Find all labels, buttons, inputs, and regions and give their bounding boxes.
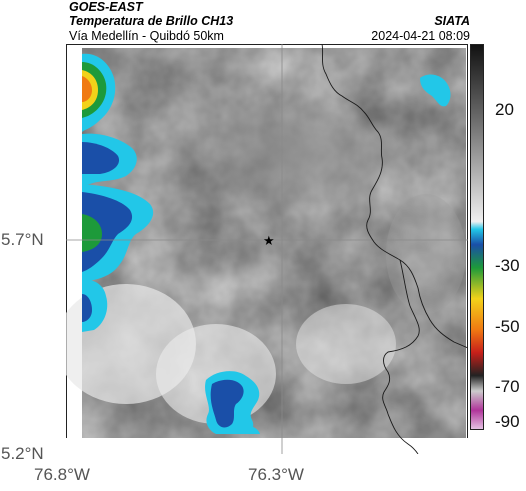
lon-label-76-3: 76.3°W — [248, 465, 304, 484]
convective-cells — [82, 53, 451, 434]
lat-label-5-7: 5.7°N — [1, 230, 44, 249]
department-borders — [321, 44, 468, 454]
colorbar — [470, 44, 484, 430]
product-title: Temperatura de Brillo CH13 — [69, 14, 234, 28]
gridlines — [66, 44, 468, 454]
lat-label-5-2: 5.2°N — [1, 444, 44, 463]
cb-tick-minus70: -70 — [495, 377, 520, 396]
cb-tick-minus30: -30 — [495, 256, 520, 275]
cb-tick-20: 20 — [495, 100, 514, 119]
cb-tick-minus90: -90 — [495, 412, 520, 431]
lon-label-76-8: 76.8°W — [34, 465, 90, 484]
star-marker: ★ — [263, 234, 275, 249]
datetime-label: 2024-04-21 08:09 — [371, 29, 470, 43]
region-label: Vía Medellín - Quibdó 50km — [69, 29, 224, 43]
satellite-name: GOES-EAST — [69, 0, 143, 14]
agency-name: SIATA — [434, 14, 470, 28]
cb-tick-minus50: -50 — [495, 317, 520, 336]
satellite-map: ★ — [66, 44, 468, 454]
